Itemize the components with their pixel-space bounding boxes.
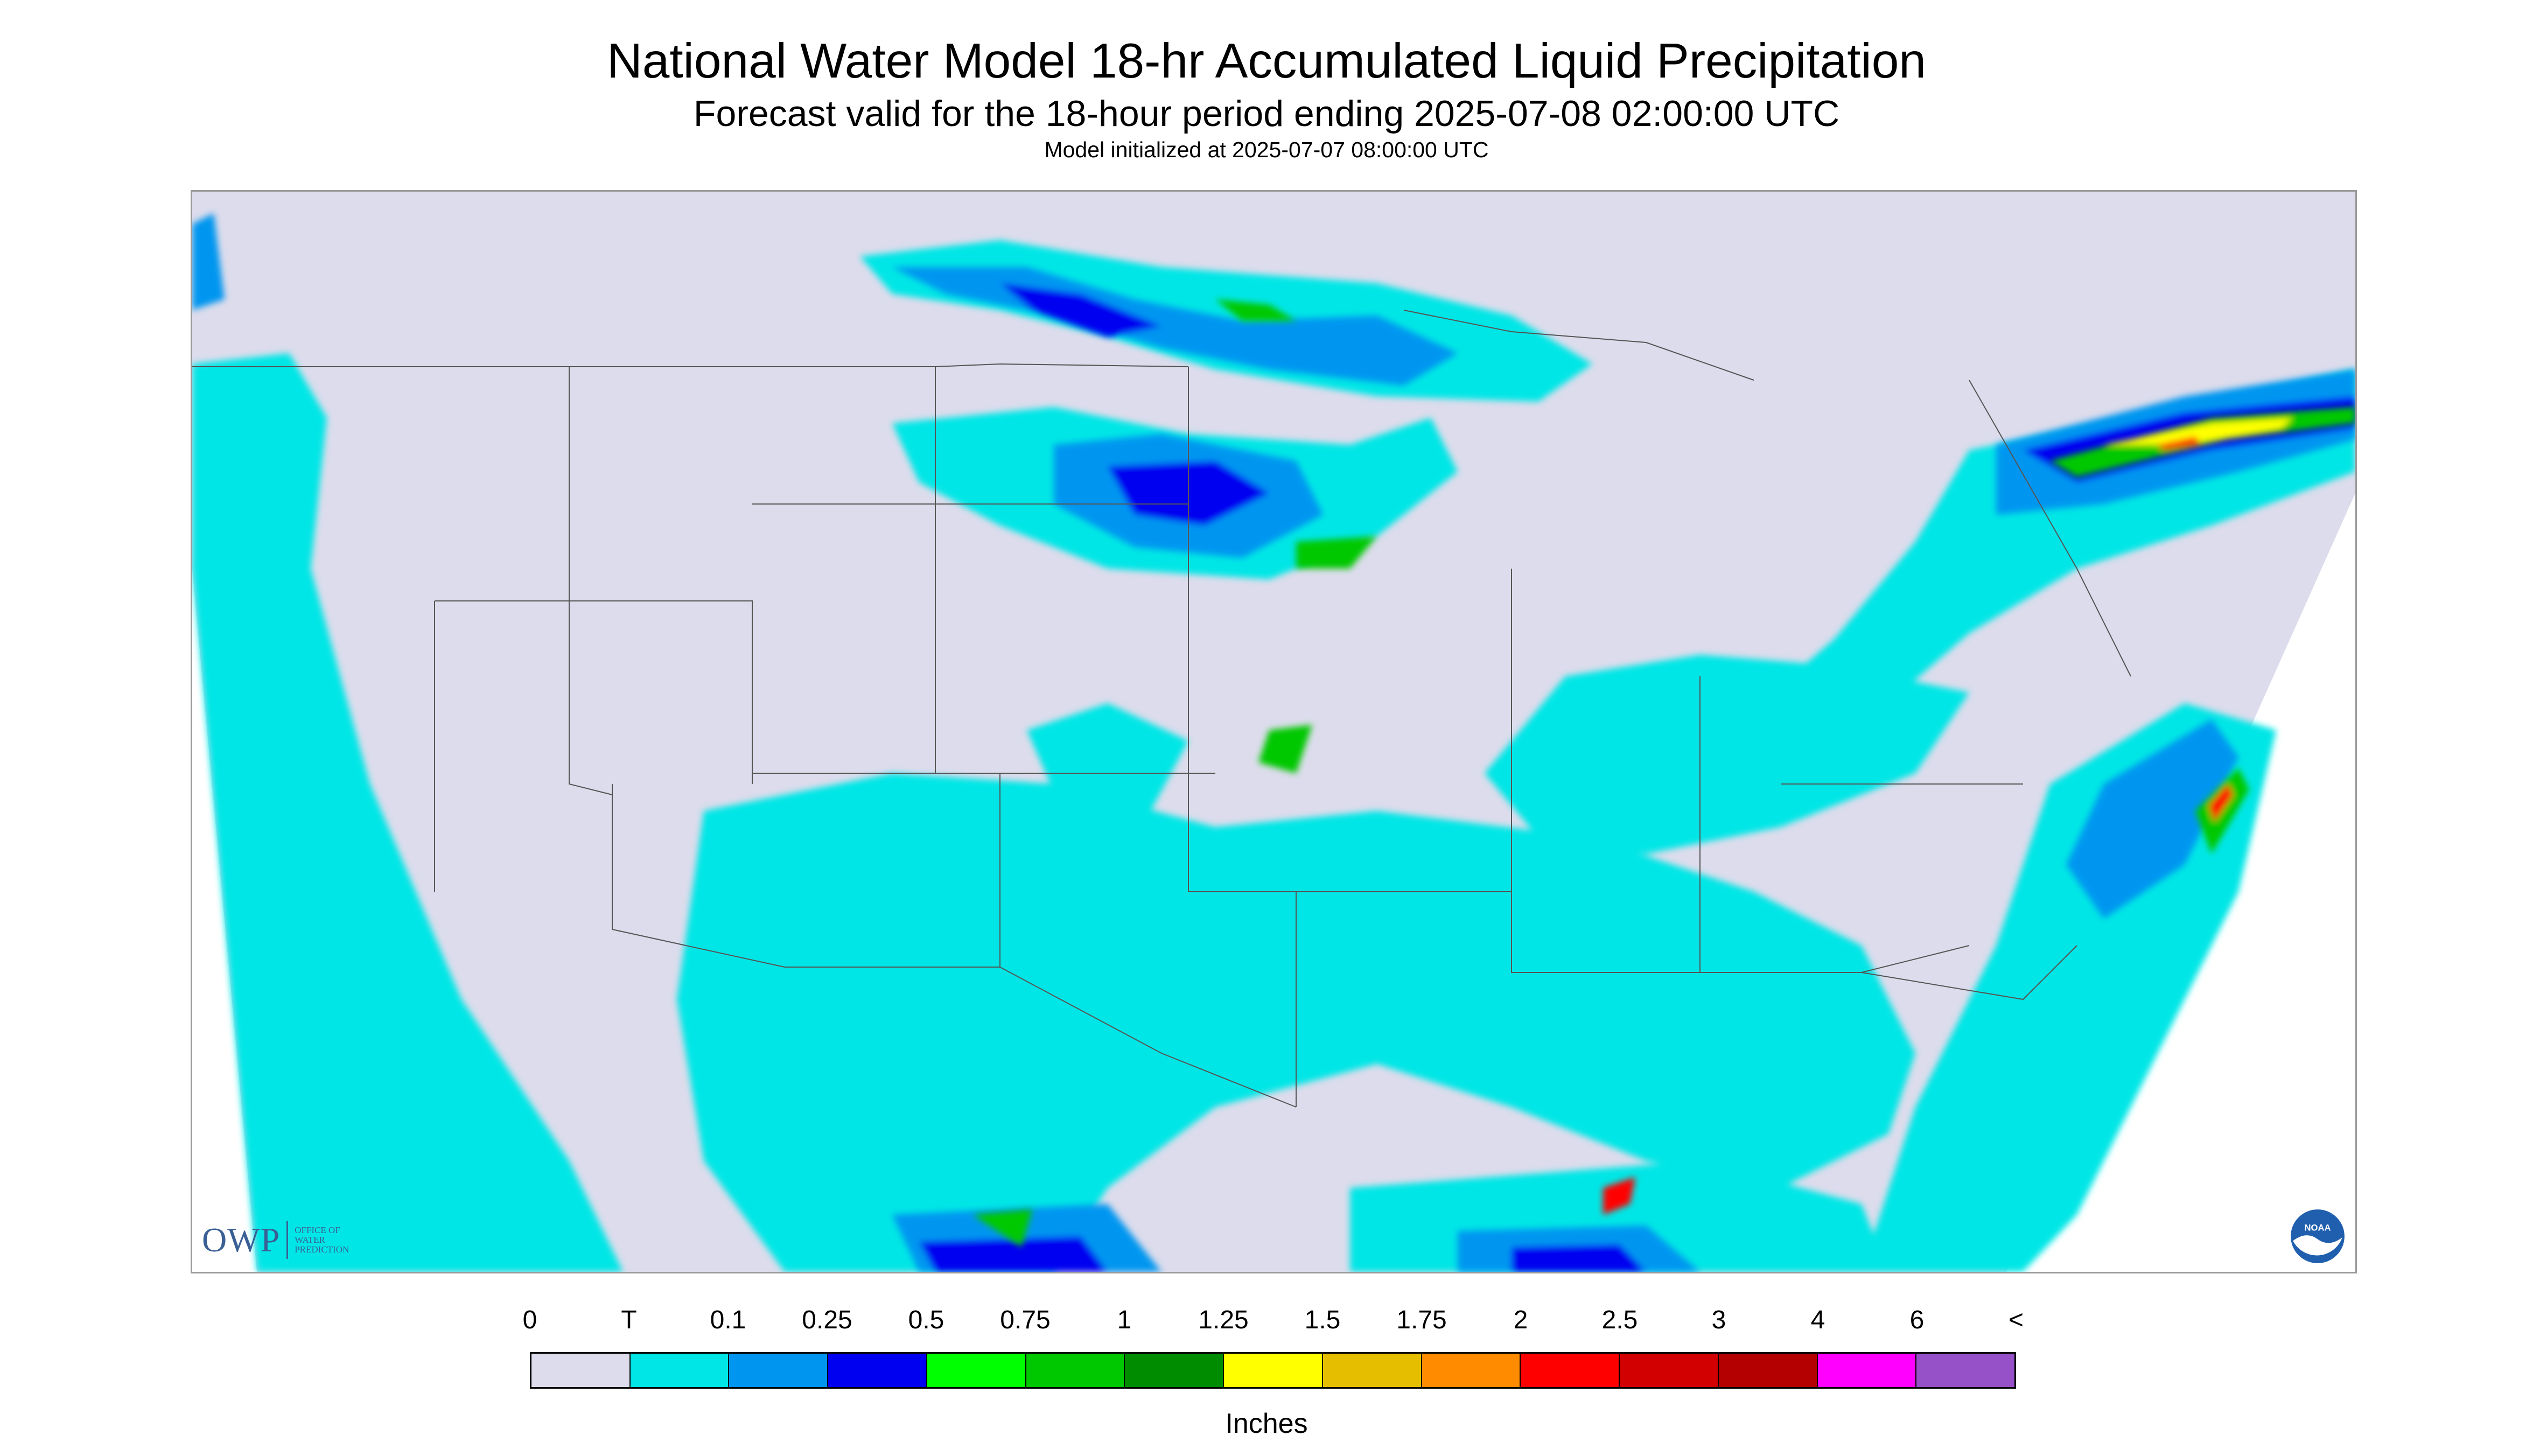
legend-swatch	[1916, 1354, 2015, 1387]
legend-tick-label: 4	[1810, 1306, 1825, 1334]
legend-swatch	[1125, 1354, 1224, 1387]
legend-swatch	[1026, 1354, 1125, 1387]
legend-tick-label: 6	[1909, 1306, 1925, 1334]
noaa-logo: NOAA	[2291, 1209, 2345, 1263]
legend-swatch	[1620, 1354, 1719, 1387]
legend-tick-label: 0.1	[710, 1306, 746, 1334]
legend-tick-label: 1.75	[1396, 1306, 1447, 1334]
legend-swatch	[1521, 1354, 1620, 1387]
legend-swatch	[531, 1354, 631, 1387]
legend-swatch	[729, 1354, 829, 1387]
legend-tick-label: 1.5	[1304, 1306, 1341, 1334]
legend-tick-label: 0.25	[802, 1306, 852, 1334]
precipitation-map: OWP OFFICE OF WATER PREDICTION NOAA	[191, 190, 2357, 1273]
legend-units: Inches	[1225, 1408, 1308, 1439]
owp-logo-text: OWP	[202, 1221, 281, 1259]
owp-logo: OWP OFFICE OF WATER PREDICTION	[202, 1216, 365, 1264]
legend-tick-label: 1	[1117, 1306, 1132, 1334]
legend-tick-label: T	[621, 1306, 637, 1334]
legend-swatch	[828, 1354, 927, 1387]
legend-tick-label: 2	[1513, 1306, 1528, 1334]
legend-swatch	[1422, 1354, 1521, 1387]
legend-swatch	[630, 1354, 730, 1387]
legend-swatch	[1718, 1354, 1818, 1387]
map-subtitle: Forecast valid for the 18-hour period en…	[693, 93, 1840, 134]
legend-swatch	[1323, 1354, 1422, 1387]
precip-heavy-areas	[973, 299, 2355, 1247]
legend-labels: 0 T 0.1 0.25 0.5 0.75 1 1.25 1.5 1.75 2 2.5 3 4 6 <	[0, 1305, 2533, 1338]
model-init-text: Model initialized at 2025-07-07 08:00:00…	[1044, 137, 1489, 162]
legend-swatch	[1224, 1354, 1323, 1387]
legend-swatch	[1817, 1354, 1917, 1387]
map-canvas	[192, 192, 2355, 1272]
legend-tick-label: 1.25	[1198, 1306, 1249, 1334]
legend-tick-label: 0.5	[908, 1306, 944, 1334]
legend-tick-label: 0.75	[1000, 1306, 1051, 1334]
legend-tick-label: <	[2008, 1306, 2024, 1334]
color-legend	[530, 1352, 2016, 1389]
owp-logo-divider	[286, 1221, 289, 1259]
map-title: National Water Model 18-hr Accumulated L…	[607, 34, 1926, 88]
legend-tick-label: 0	[522, 1306, 537, 1334]
noaa-logo-text: NOAA	[2305, 1223, 2331, 1233]
legend-swatch	[927, 1354, 1026, 1387]
legend-tick-label: 3	[1711, 1306, 1726, 1334]
owp-logo-subtitle: OFFICE OF WATER PREDICTION	[295, 1225, 349, 1255]
boundary-lines	[192, 310, 2131, 1108]
legend-tick-label: 2.5	[1601, 1306, 1638, 1334]
